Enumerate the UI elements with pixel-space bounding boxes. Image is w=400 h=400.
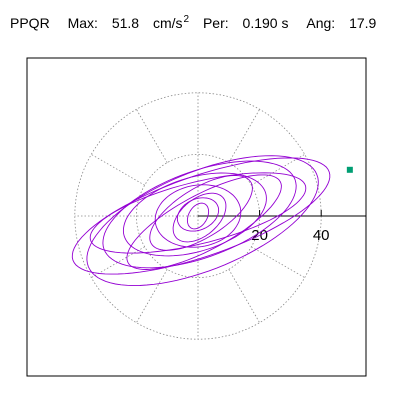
peak-marker (346, 166, 353, 173)
plot-frame (26, 57, 367, 377)
station-code: PPQR (10, 15, 50, 31)
max-value: 51.8 (111, 15, 140, 31)
orbit-loop-6 (149, 175, 253, 251)
period-value: 0.190 s (242, 15, 289, 31)
axes: 20 40 (198, 210, 366, 244)
peak-markers (346, 166, 353, 173)
orbit-loop-5 (122, 172, 267, 257)
period-label: Per: (202, 15, 229, 31)
angle-value: 17.9 (349, 15, 377, 31)
orbit-loop-7 (154, 184, 242, 248)
max-unit-superscript: 2 (183, 14, 190, 25)
polar-spoke-330 (251, 246, 305, 278)
max-label: Max: (67, 15, 98, 31)
polar-spoke-240 (136, 269, 168, 323)
orbit-loop-8 (172, 192, 227, 243)
max-unit: cm/s (152, 15, 183, 31)
polar-spoke-300 (228, 269, 260, 323)
header-bar: PPQR Max: 51.8 cm/s2 Per: 0.190 s Ang: 1… (10, 14, 376, 35)
angle-label: Ang: (306, 15, 336, 31)
orbit-loop-10 (186, 202, 210, 230)
motion-trace (71, 155, 331, 287)
orbit-loop-1 (86, 155, 319, 287)
polar-spoke-150 (91, 154, 145, 186)
orbit-loop-2 (89, 172, 307, 254)
orbit-loop-9 (176, 197, 220, 232)
x-tick-label-40: 40 (313, 227, 330, 244)
polar-spoke-60 (228, 109, 260, 163)
orbit-loop-3 (102, 160, 297, 269)
polar-spoke-120 (136, 109, 168, 163)
